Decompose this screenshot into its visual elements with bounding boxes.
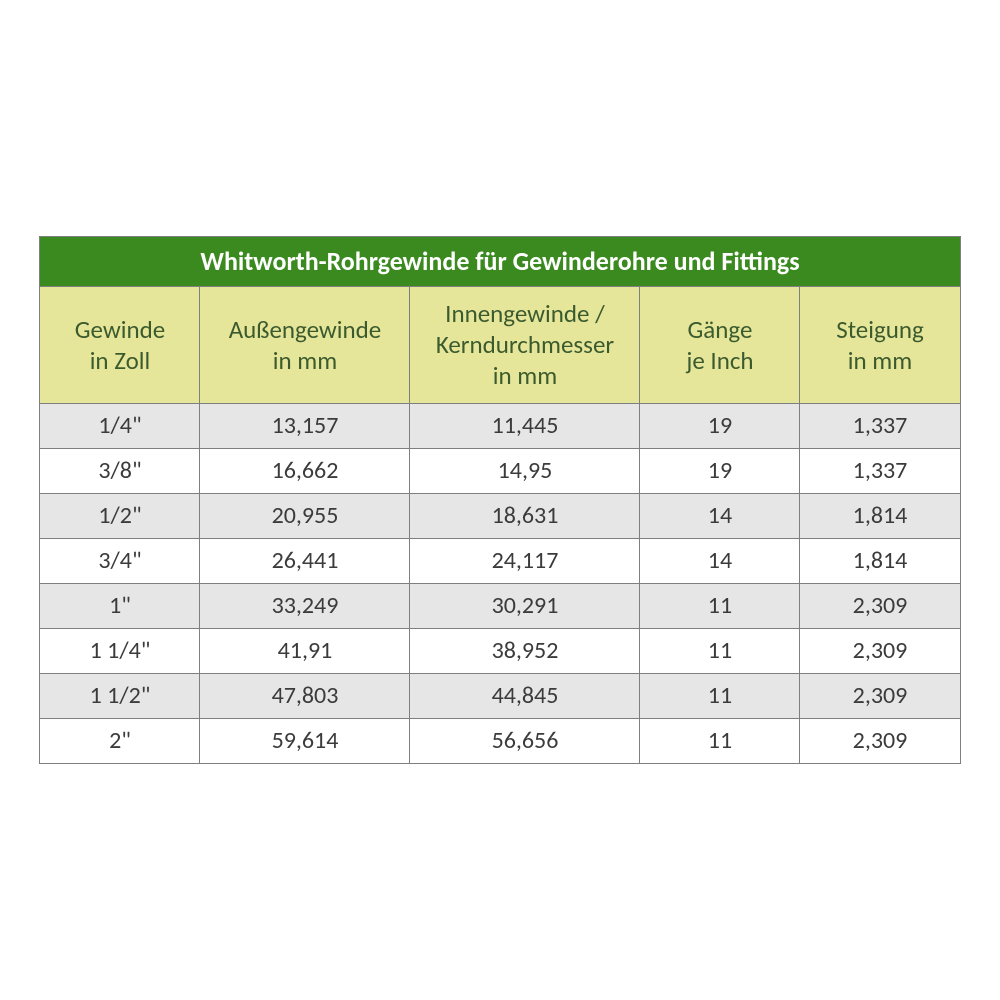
table-row: 1 1/4" 41,91 38,952 11 2,309	[40, 628, 960, 673]
col-header-line: Gewinde	[75, 314, 165, 345]
table-cell: 1 1/4"	[40, 628, 200, 673]
table-cell: 1,814	[800, 538, 960, 583]
table-row: 3/4" 26,441 24,117 14 1,814	[40, 538, 960, 583]
col-header-steigung: Steigung in mm	[800, 286, 960, 403]
table-cell: 1,814	[800, 493, 960, 538]
table-cell: 11	[640, 628, 800, 673]
col-header-line: Außengewinde	[229, 314, 382, 345]
table-cell: 38,952	[410, 628, 640, 673]
table-cell: 18,631	[410, 493, 640, 538]
table-cell: 56,656	[410, 718, 640, 763]
table-row: 1/4" 13,157 11,445 19 1,337	[40, 403, 960, 448]
table-row: 3/8" 16,662 14,95 19 1,337	[40, 448, 960, 493]
table-cell: 2,309	[800, 673, 960, 718]
table-row: 1/2" 20,955 18,631 14 1,814	[40, 493, 960, 538]
table-cell: 1,337	[800, 448, 960, 493]
table-cell: 1 1/2"	[40, 673, 200, 718]
table-cell: 19	[640, 403, 800, 448]
col-header-aussengewinde: Außengewinde in mm	[200, 286, 410, 403]
table-cell: 14	[640, 493, 800, 538]
col-header-line: in mm	[848, 345, 912, 376]
table-cell: 2,309	[800, 718, 960, 763]
table-cell: 1"	[40, 583, 200, 628]
table-cell: 11,445	[410, 403, 640, 448]
table-cell: 2"	[40, 718, 200, 763]
table-title: Whitworth-Rohrgewinde für Gewinderohre u…	[40, 237, 960, 287]
table-cell: 59,614	[200, 718, 410, 763]
table-cell: 11	[640, 673, 800, 718]
table-cell: 14	[640, 538, 800, 583]
table-cell: 11	[640, 583, 800, 628]
table-cell: 44,845	[410, 673, 640, 718]
table-cell: 13,157	[200, 403, 410, 448]
table-cell: 24,117	[410, 538, 640, 583]
table-body: 1/4" 13,157 11,445 19 1,337 3/8" 16,662 …	[40, 403, 960, 763]
col-header-line: in Zoll	[90, 345, 151, 376]
table-cell: 33,249	[200, 583, 410, 628]
col-header-gaenge: Gänge je Inch	[640, 286, 800, 403]
table-cell: 41,91	[200, 628, 410, 673]
whitworth-thread-table: Whitworth-Rohrgewinde für Gewinderohre u…	[39, 236, 960, 764]
col-header-line: in mm	[493, 360, 557, 391]
table-cell: 2,309	[800, 628, 960, 673]
col-header-innengewinde: Innengewinde / Kerndurchmesser in mm	[410, 286, 640, 403]
col-header-line: in mm	[273, 345, 337, 376]
col-header-gewinde: Gewinde in Zoll	[40, 286, 200, 403]
table-cell: 1,337	[800, 403, 960, 448]
table-cell: 19	[640, 448, 800, 493]
col-header-line: Kerndurchmesser	[436, 329, 614, 360]
table-cell: 30,291	[410, 583, 640, 628]
col-header-line: je Inch	[686, 345, 753, 376]
table-cell: 1/2"	[40, 493, 200, 538]
table-row: 2" 59,614 56,656 11 2,309	[40, 718, 960, 763]
col-header-line: Gänge	[688, 314, 753, 345]
table-cell: 14,95	[410, 448, 640, 493]
table-cell: 47,803	[200, 673, 410, 718]
table-row: 1 1/2" 47,803 44,845 11 2,309	[40, 673, 960, 718]
col-header-line: Steigung	[836, 314, 924, 345]
table-row: 1" 33,249 30,291 11 2,309	[40, 583, 960, 628]
col-header-line: Innengewinde /	[445, 298, 605, 329]
table-cell: 11	[640, 718, 800, 763]
table-cell: 20,955	[200, 493, 410, 538]
table-cell: 2,309	[800, 583, 960, 628]
table-cell: 1/4"	[40, 403, 200, 448]
table-cell: 26,441	[200, 538, 410, 583]
table-cell: 3/8"	[40, 448, 200, 493]
table-cell: 3/4"	[40, 538, 200, 583]
table-cell: 16,662	[200, 448, 410, 493]
